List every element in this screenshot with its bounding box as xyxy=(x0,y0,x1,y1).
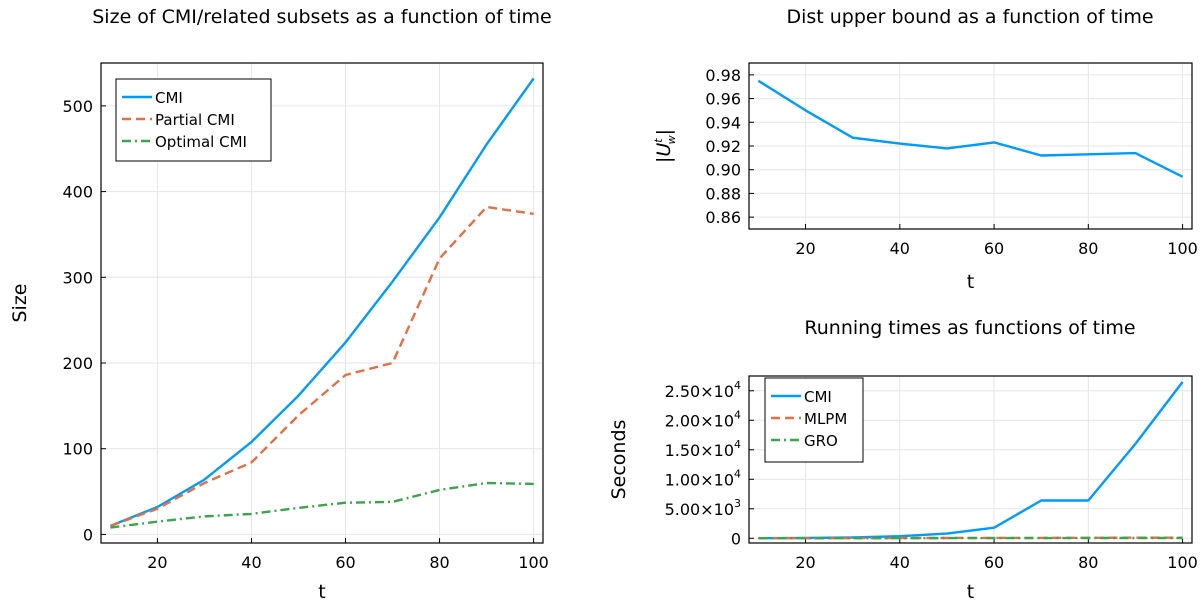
legend-label: CMI xyxy=(804,388,832,406)
plot-frame xyxy=(748,375,1193,544)
x-axis-label: t xyxy=(967,581,974,602)
legend-box xyxy=(764,377,864,463)
y-tick-label: 0 xyxy=(83,525,93,544)
x-axis-label: t xyxy=(318,581,325,602)
y-tick-label: 2.00×104 xyxy=(665,408,741,430)
x-tick-label: 40 xyxy=(241,553,261,572)
x-tick-label: 40 xyxy=(890,239,910,258)
y-tick-label: 300 xyxy=(62,268,93,287)
y-tick-label: 400 xyxy=(62,183,93,202)
legend: CMI MLPM GRO xyxy=(764,377,864,463)
x-tick-label: 80 xyxy=(1078,553,1098,572)
x-axis-label: t xyxy=(967,271,974,293)
chart-title: Dist upper bound as a function of time xyxy=(786,6,1153,28)
series-line-optimal-cmi xyxy=(110,481,534,529)
y-tick-label: 200 xyxy=(62,354,93,373)
y-tick-label: 0.86 xyxy=(705,208,741,227)
legend-label: CMI xyxy=(155,89,183,107)
x-tick-label: 80 xyxy=(429,553,449,572)
legend: CMI Partial CMI Optimal CMI xyxy=(115,78,272,162)
y-tick-label: 0.96 xyxy=(705,90,741,109)
y-tick-label: 0.88 xyxy=(705,184,741,203)
x-tick-label: 100 xyxy=(518,553,549,572)
series-line-partial-cmi xyxy=(109,205,534,528)
y-axis-label: Seconds xyxy=(608,420,630,500)
y-tick-label: 0.94 xyxy=(705,113,741,132)
y-tick-label: 1.00×104 xyxy=(665,467,741,489)
y-tick-label: 0.90 xyxy=(705,161,741,180)
y-tick-label: 5.00×103 xyxy=(665,497,741,519)
y-tick-label: 0.98 xyxy=(705,66,741,85)
plot-frame xyxy=(748,62,1193,230)
y-axis-label: |Utw| xyxy=(652,129,678,163)
size-chart: 20 40 60 80 100 0 100 200 300 400 500 Size of CMI/r… xyxy=(9,6,552,602)
y-tick-label: 2.50×104 xyxy=(665,379,741,401)
y-axis-label: Size xyxy=(9,283,31,322)
legend-label: Optimal CMI xyxy=(155,133,247,151)
x-tick-label: 20 xyxy=(795,553,815,572)
x-tick-label: 100 xyxy=(1167,553,1198,572)
series-line-series-0 xyxy=(757,79,1184,178)
x-tick-label: 40 xyxy=(890,553,910,572)
y-tick-label: 0.92 xyxy=(705,137,741,156)
x-tick-label: 20 xyxy=(795,239,815,258)
legend-label: MLPM xyxy=(804,410,847,428)
y-tick-label: 1.50×104 xyxy=(665,438,741,460)
x-tick-label: 60 xyxy=(984,239,1004,258)
x-tick-label: 80 xyxy=(1078,239,1098,258)
chart-title: Running times as functions of time xyxy=(804,317,1135,339)
x-tick-label: 60 xyxy=(335,553,355,572)
chart-title: Size of CMI/related subsets as a functio… xyxy=(92,6,551,28)
y-tick-label: 0 xyxy=(731,529,741,548)
legend-label: GRO xyxy=(804,432,838,450)
series-line-cmi xyxy=(109,77,535,528)
plot-frame xyxy=(100,62,544,544)
y-tick-label: 100 xyxy=(62,440,93,459)
dist-upper-bound-chart: 20 40 60 80 100 0.86 0.88 0.90 0.92 0.94 0.96 0.98 D… xyxy=(652,6,1198,293)
legend-label: Partial CMI xyxy=(155,111,235,129)
y-tick-label: 500 xyxy=(62,97,93,116)
x-tick-label: 100 xyxy=(1167,239,1198,258)
x-tick-label: 60 xyxy=(984,553,1004,572)
running-times-chart: 20 40 60 80 100 0 5.00×103 1.00×104 1.50×104 2.00… xyxy=(608,317,1198,602)
x-tick-label: 20 xyxy=(147,553,167,572)
